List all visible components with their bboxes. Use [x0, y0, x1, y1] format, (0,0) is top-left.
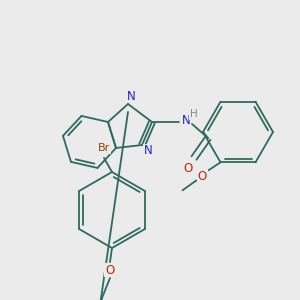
Text: N: N — [144, 145, 152, 158]
Text: N: N — [182, 113, 190, 127]
Text: O: O — [198, 170, 207, 183]
Text: N: N — [127, 89, 135, 103]
Text: Br: Br — [98, 143, 110, 153]
Text: O: O — [105, 263, 115, 277]
Text: H: H — [190, 109, 198, 119]
Text: O: O — [183, 161, 193, 175]
